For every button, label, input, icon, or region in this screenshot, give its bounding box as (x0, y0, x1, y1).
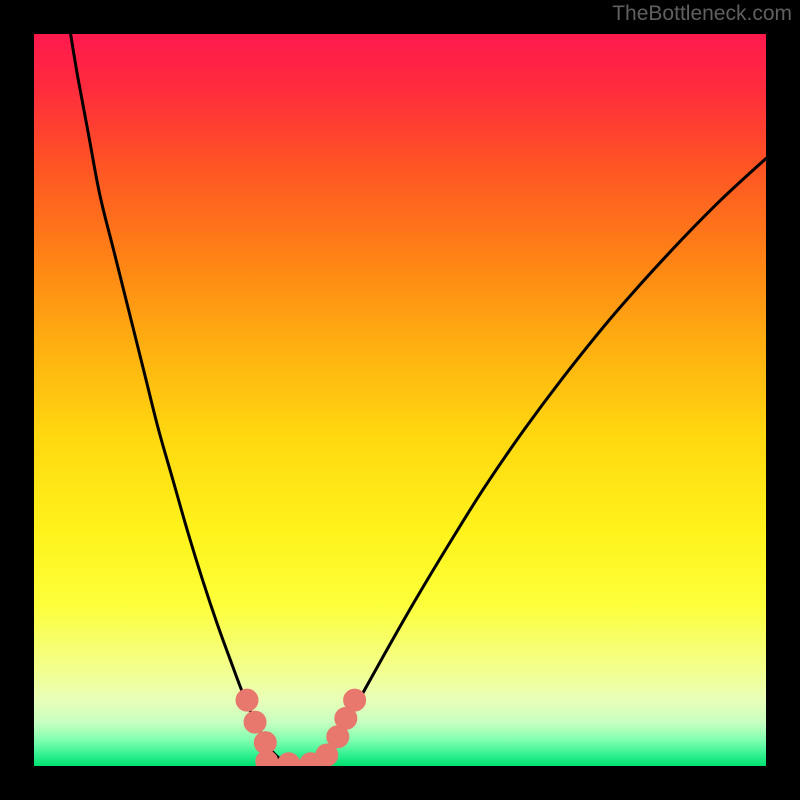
chart-container: TheBottleneck.com (0, 0, 800, 800)
plot-background-gradient (34, 34, 766, 766)
curve-marker (244, 711, 266, 733)
bottleneck-curve-chart (0, 0, 800, 800)
curve-marker (236, 689, 258, 711)
watermark-label: TheBottleneck.com (612, 2, 792, 26)
curve-marker (344, 689, 366, 711)
